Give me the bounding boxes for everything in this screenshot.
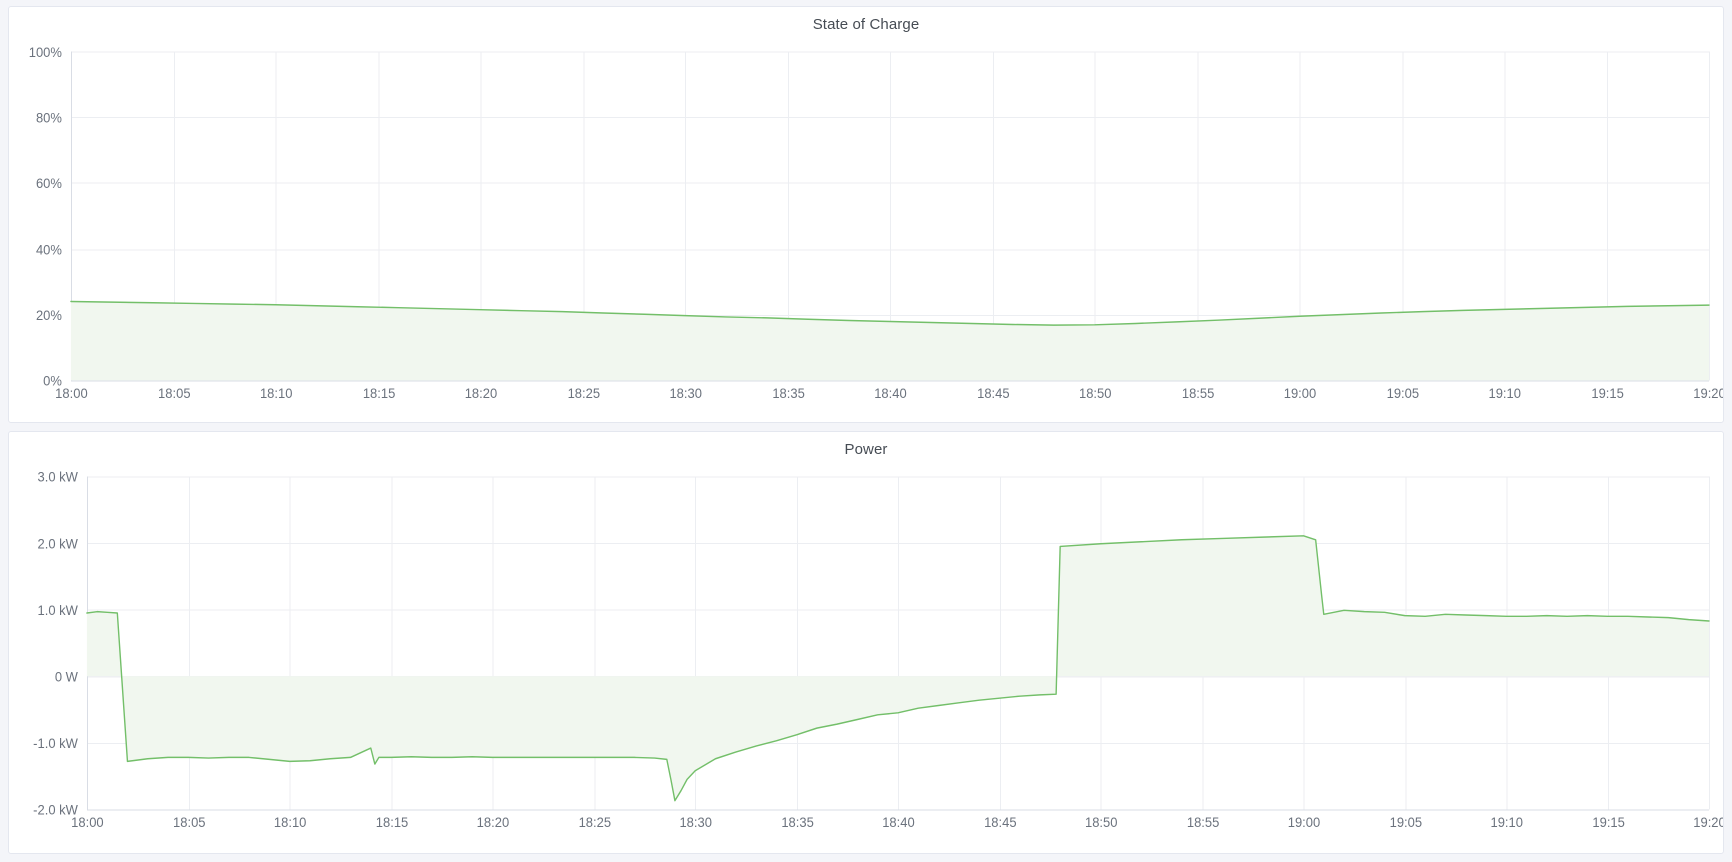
x-axis-tick-label: 19:20	[1693, 815, 1723, 830]
x-axis-tick-label: 18:20	[465, 386, 497, 401]
x-axis-tick-label: 19:20	[1693, 386, 1723, 401]
x-axis-tick-label: 18:25	[579, 815, 611, 830]
y-axis-tick-label: -1.0 kW	[33, 736, 78, 751]
chart-power[interactable]: -2.0 kW -1.0 kW 0 W 1.0 kW 2.0 kW 3.0 kW 18:00…	[9, 462, 1723, 853]
x-axis-tick-label: 19:15	[1592, 815, 1624, 830]
x-axis-tick-label: 18:40	[874, 386, 906, 401]
y-axis-tick-label: 1.0 kW	[38, 603, 79, 618]
plot-area-state-of-charge[interactable]: 0% 20% 40% 60% 80% 100% 18:00 18:05 18:10 18:15 18…	[9, 37, 1723, 422]
x-axis-tick-label: 18:10	[274, 815, 306, 830]
y-axis-tick-label: 100%	[29, 45, 62, 60]
x-axis-tick-label: 18:10	[260, 386, 292, 401]
series-area-fill	[86, 535, 1710, 801]
x-axis-tick-label: 18:00	[71, 815, 103, 830]
panel-power[interactable]: Power -2.0 kW -1.0 kW 0 W 1.0 kW 2.0 kW 3.0 k…	[8, 431, 1724, 854]
x-axis-tick-label: 18:55	[1187, 815, 1219, 830]
x-axis-tick-label: 18:45	[984, 815, 1016, 830]
y-axis-tick-label: 2.0 kW	[38, 536, 79, 551]
x-axis-tick-label: 19:10	[1491, 815, 1523, 830]
panel-title-power: Power	[844, 441, 888, 458]
y-axis-tick-label: -2.0 kW	[33, 802, 78, 817]
y-axis-tick-label: 40%	[36, 242, 62, 257]
x-axis-tick-label: 19:05	[1390, 815, 1422, 830]
x-axis-tick-label: 19:05	[1387, 386, 1419, 401]
x-axis-tick-label: 18:15	[363, 386, 395, 401]
x-axis-tick-label: 18:50	[1085, 815, 1117, 830]
x-axis-tick-label: 18:15	[376, 815, 408, 830]
x-axis-tick-label: 18:00	[55, 386, 87, 401]
x-axis-tick-label: 18:45	[977, 386, 1009, 401]
series-line	[70, 300, 1710, 326]
x-axis-tick-label: 19:15	[1591, 386, 1623, 401]
x-axis-tick-label: 18:35	[781, 815, 813, 830]
plot-area-power[interactable]: -2.0 kW -1.0 kW 0 W 1.0 kW 2.0 kW 3.0 kW 18:00…	[9, 462, 1723, 853]
x-axis-tick-label: 18:30	[679, 815, 711, 830]
series-line	[86, 535, 1710, 802]
x-axis-tick-label: 18:25	[568, 386, 600, 401]
panel-title-state-of-charge: State of Charge	[812, 16, 920, 33]
x-axis-tick-label: 18:40	[882, 815, 914, 830]
x-axis-tick-label: 18:05	[173, 815, 205, 830]
y-axis-tick-label: 20%	[36, 308, 62, 323]
x-axis-tick-label: 18:30	[669, 386, 701, 401]
chart-state-of-charge[interactable]: 0% 20% 40% 60% 80% 100% 18:00 18:05 18:10 18:15 18…	[9, 37, 1723, 422]
x-axis-tick-label: 18:50	[1079, 386, 1111, 401]
y-axis-tick-label: 3.0 kW	[38, 470, 79, 485]
panel-state-of-charge[interactable]: State of Charge 0% 20% 40% 60% 80% 100% 18:00 1…	[8, 6, 1724, 423]
x-axis-tick-label: 19:00	[1288, 815, 1320, 830]
x-axis-tick-label: 18:55	[1182, 386, 1214, 401]
x-axis-tick-label: 18:35	[772, 386, 804, 401]
x-axis-tick-label: 18:20	[477, 815, 509, 830]
y-axis-tick-label: 0%	[43, 373, 62, 388]
y-axis-tick-label: 80%	[36, 110, 62, 125]
x-axis-tick-label: 18:05	[158, 386, 190, 401]
y-axis-tick-label: 0 W	[55, 669, 79, 684]
y-axis-tick-label: 60%	[36, 176, 62, 191]
x-axis-tick-label: 19:00	[1284, 386, 1316, 401]
x-axis-tick-label: 19:10	[1489, 386, 1521, 401]
series-area-fill	[70, 301, 1710, 381]
